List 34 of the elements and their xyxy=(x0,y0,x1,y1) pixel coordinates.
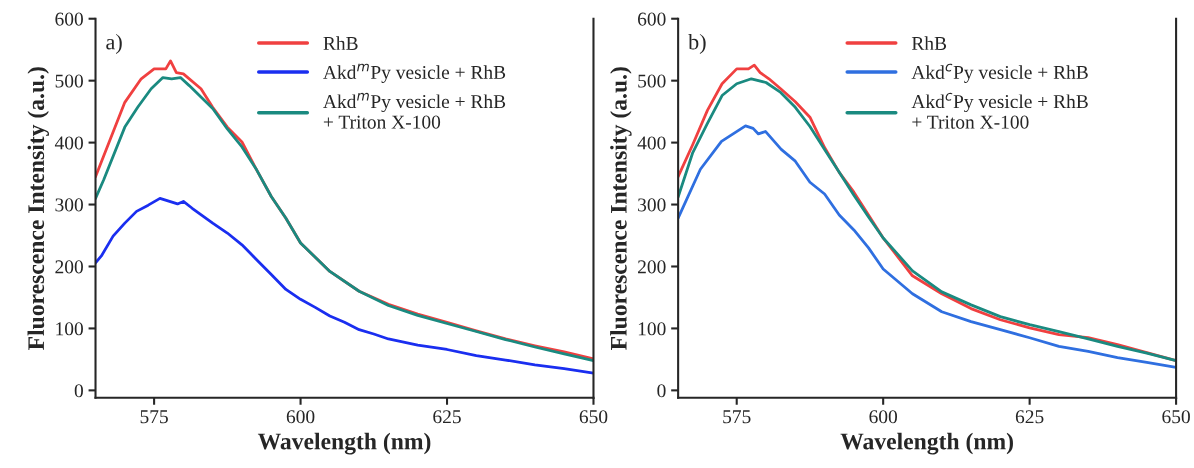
legend-label: Akd$^{c}$Py vesicle + RhB xyxy=(911,63,1088,83)
y-tick-label: 300 xyxy=(55,198,83,212)
legend-label: RhB xyxy=(323,36,358,50)
y-tick-label: 0 xyxy=(74,384,83,398)
x-axis-title: Wavelength (nm) xyxy=(840,432,1013,455)
y-tick-label: 0 xyxy=(657,384,666,398)
y-tick-label: 400 xyxy=(637,136,666,150)
legend-label: RhB xyxy=(911,36,947,50)
legend-label: Akd$^{c}$Py vesicle + RhB + Triton X-100 xyxy=(911,92,1088,129)
y-tick-label: 500 xyxy=(55,74,83,88)
y-tick-label: 200 xyxy=(638,260,666,274)
x-tick-label: 600 xyxy=(286,410,315,424)
x-tick-label: 575 xyxy=(723,410,751,424)
x-tick-label: 625 xyxy=(1015,410,1044,424)
y-tick-label: 400 xyxy=(54,136,83,150)
y-tick-label: 200 xyxy=(55,260,83,274)
y-axis-title: Fluorescence Intensity (a.u.) xyxy=(610,67,632,350)
x-tick-label: 600 xyxy=(869,410,898,424)
x-tick-label: 650 xyxy=(1162,410,1190,424)
legend-label: Akd$^{m}$Py vesicle + RhB xyxy=(323,63,506,83)
x-axis-title: Wavelength (nm) xyxy=(257,432,431,455)
x-tick-label: 575 xyxy=(140,410,168,424)
x-tick-label: 650 xyxy=(579,410,608,424)
y-axis-title: Fluorescence Intensity (a.u.) xyxy=(27,67,49,350)
y-tick-label: 300 xyxy=(638,198,666,212)
x-tick-label: 625 xyxy=(433,410,461,424)
y-tick-label: 600 xyxy=(637,12,666,26)
y-tick-label: 100 xyxy=(56,322,83,336)
annotation: a) xyxy=(106,33,122,55)
y-tick-label: 600 xyxy=(55,12,83,26)
legend-label: Akd$^{m}$Py vesicle + RhB + Triton X-100 xyxy=(323,92,506,129)
annotation: b) xyxy=(688,33,706,55)
y-tick-label: 500 xyxy=(638,74,666,88)
y-tick-label: 100 xyxy=(638,322,666,336)
